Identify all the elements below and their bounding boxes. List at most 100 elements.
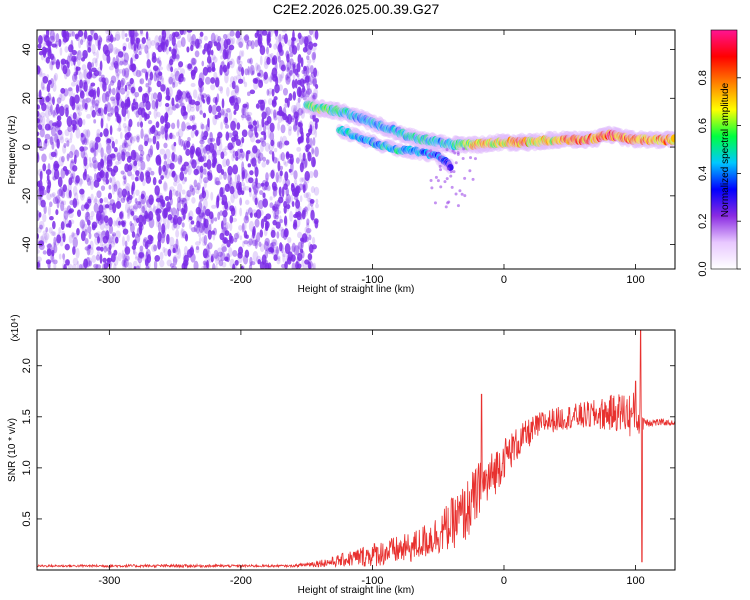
- noise-mark: [274, 214, 279, 220]
- noise-mark: [139, 78, 142, 85]
- noise-mark: [62, 258, 66, 263]
- noise-mark: [201, 186, 205, 195]
- noise-mark: [124, 125, 129, 134]
- noise-mark: [212, 263, 216, 269]
- noise-mark: [286, 120, 290, 127]
- noise-mark: [202, 99, 206, 104]
- noise-mark: [75, 128, 81, 139]
- noise-mark: [280, 124, 286, 134]
- noise-mark: [39, 195, 43, 204]
- noise-mark: [49, 136, 55, 144]
- noise-mark: [109, 136, 114, 143]
- noise-mark: [276, 50, 281, 60]
- noise-mark: [71, 231, 75, 239]
- noise-mark: [285, 74, 289, 81]
- noise-mark: [304, 206, 308, 212]
- noise-mark: [87, 225, 92, 234]
- noise-mark: [62, 184, 68, 193]
- noise-mark: [275, 172, 279, 184]
- noise-mark: [136, 217, 140, 224]
- noise-mark: [297, 136, 301, 145]
- noise-mark: [190, 253, 196, 263]
- noise-mark: [277, 121, 281, 131]
- noise-mark: [274, 216, 279, 223]
- noise-mark: [314, 129, 318, 138]
- noise-mark: [79, 219, 86, 229]
- noise-mark: [175, 174, 181, 184]
- noise-mark: [283, 183, 288, 190]
- noise-mark: [312, 78, 317, 86]
- noise-mark: [80, 204, 85, 212]
- noise-mark: [248, 238, 253, 246]
- noise-mark: [173, 68, 179, 77]
- noise-mark: [157, 44, 163, 53]
- noise-mark: [124, 202, 131, 214]
- noise-mark: [191, 58, 197, 65]
- noise-mark: [39, 170, 43, 181]
- noise-mark: [274, 206, 280, 218]
- noise-mark: [113, 181, 117, 190]
- noise-mark: [53, 168, 60, 180]
- noise-mark: [147, 137, 153, 143]
- noise-mark: [147, 138, 153, 144]
- noise-mark: [262, 192, 266, 199]
- noise-mark: [267, 98, 273, 106]
- noise-mark: [117, 97, 123, 107]
- noise-mark: [306, 55, 310, 60]
- noise-mark: [169, 197, 173, 206]
- noise-mark: [152, 92, 158, 100]
- noise-mark: [305, 74, 310, 80]
- noise-mark: [51, 43, 57, 48]
- noise-mark: [70, 81, 77, 87]
- noise-mark: [145, 240, 151, 247]
- noise-mark: [86, 256, 92, 266]
- noise-mark: [230, 90, 237, 98]
- noise-mark: [215, 263, 218, 269]
- noise-mark: [181, 140, 185, 147]
- noise-mark: [106, 163, 113, 168]
- noise-mark: [305, 75, 309, 86]
- noise-mark: [207, 229, 212, 240]
- noise-mark: [232, 190, 239, 199]
- noise-mark: [72, 237, 78, 248]
- noise-mark: [125, 151, 131, 158]
- noise-mark: [128, 30, 133, 38]
- noise-mark: [249, 256, 253, 267]
- noise-mark: [59, 136, 65, 144]
- noise-mark: [201, 212, 206, 220]
- noise-mark: [130, 136, 135, 144]
- noise-mark: [256, 255, 262, 265]
- noise-mark: [177, 157, 181, 165]
- noise-mark: [236, 97, 241, 104]
- scatter-mark: [473, 157, 477, 161]
- noise-mark: [86, 137, 90, 146]
- noise-mark: [78, 104, 84, 112]
- noise-mark: [264, 124, 270, 130]
- noise-mark: [249, 132, 256, 143]
- noise-mark: [205, 172, 209, 177]
- noise-mark: [264, 181, 269, 187]
- noise-mark: [308, 41, 314, 51]
- noise-mark: [75, 102, 81, 111]
- scatter-mark: [471, 177, 475, 181]
- noise-mark: [175, 53, 180, 62]
- noise-mark: [89, 142, 95, 152]
- noise-mark: [281, 30, 287, 33]
- noise-mark: [287, 39, 293, 46]
- noise-mark: [166, 218, 170, 230]
- noise-mark: [283, 205, 287, 214]
- noise-mark: [122, 139, 127, 147]
- noise-mark: [138, 214, 144, 224]
- noise-mark: [290, 194, 294, 205]
- noise-mark: [224, 67, 230, 77]
- noise-mark: [223, 238, 227, 244]
- noise-mark: [145, 31, 149, 40]
- noise-mark: [132, 239, 137, 247]
- noise-mark: [99, 37, 103, 43]
- noise-mark: [175, 190, 179, 197]
- noise-mark: [226, 38, 231, 46]
- noise-mark: [134, 95, 138, 106]
- colorbar-label: Normalized spectral amplitude: [720, 82, 731, 217]
- noise-mark: [285, 187, 290, 197]
- noise-mark: [191, 197, 196, 204]
